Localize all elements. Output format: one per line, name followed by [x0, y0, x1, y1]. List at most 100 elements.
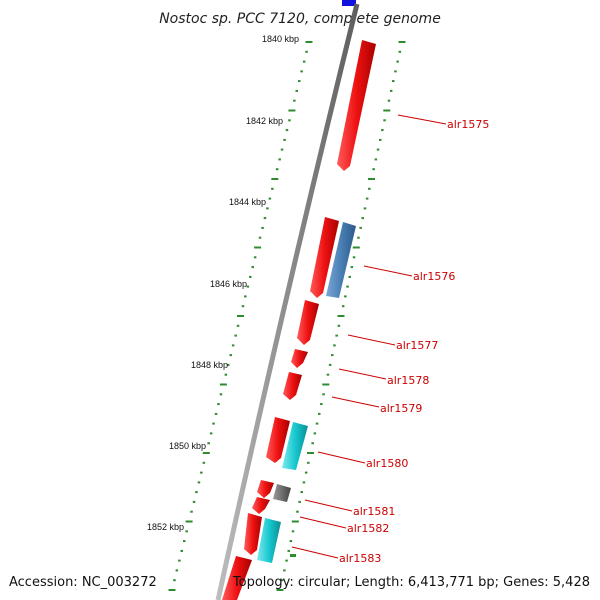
gene-arrow-alr1575[interactable]	[337, 40, 376, 171]
gene-arrow-alr1583-a[interactable]	[244, 513, 262, 555]
scale-minor-tick	[389, 89, 393, 92]
scale-minor-tick	[219, 393, 223, 396]
scale-minor-tick	[359, 226, 362, 229]
scale-minor-tick	[346, 285, 349, 288]
scale-track-left	[168, 41, 313, 591]
scale-minor-tick	[302, 60, 306, 63]
scale-minor-tick	[207, 442, 210, 445]
gene-marker-green	[290, 554, 296, 557]
scale-label-1842: 1842 kbp	[246, 116, 283, 126]
scale-minor-tick	[376, 148, 380, 151]
scale-minor-tick	[200, 471, 203, 474]
scale-minor-tick	[383, 119, 386, 122]
scale-minor-tick	[217, 403, 220, 406]
gene-label-alr1578[interactable]: alr1578	[387, 374, 429, 387]
gene-label-alr1577[interactable]: alr1577	[396, 339, 438, 352]
scale-minor-tick	[322, 393, 325, 396]
gene-label-group: alr1575 alr1576 alr1577 alr1578 alr1579 …	[291, 114, 489, 565]
scale-minor-tick	[224, 373, 228, 376]
gene-arrow-alr1582[interactable]	[252, 497, 270, 514]
scale-label-1846: 1846 kbp	[210, 279, 247, 289]
scale-minor-tick	[300, 70, 303, 73]
scale-minor-tick	[313, 432, 317, 435]
genome-title: Nostoc sp. PCC 7120, complete genome	[159, 11, 441, 27]
scale-minor-tick	[227, 363, 230, 366]
scale-minor-tick	[350, 266, 354, 269]
gene-arrow-alr1580-a[interactable]	[266, 417, 290, 463]
gene-arrow-alr1576-b[interactable]	[326, 222, 356, 298]
scale-minor-tick	[229, 354, 232, 357]
scale-minor-tick	[280, 579, 284, 582]
scale-minor-tick	[326, 373, 330, 376]
scale-minor-tick	[185, 530, 188, 533]
scale-label-1848: 1848 kbp	[191, 360, 228, 370]
top-gene-marker[interactable]	[342, 0, 359, 6]
gene-arrow-alr1579[interactable]	[283, 372, 302, 400]
gene-arrow-alr1581-a[interactable]	[257, 480, 274, 498]
scale-minor-tick	[212, 422, 215, 425]
gene-arrow-alr1583-b[interactable]	[257, 518, 281, 563]
gene-label-alr1581[interactable]: alr1581	[353, 505, 395, 518]
scale-minor-tick	[283, 569, 286, 572]
scale-minor-tick	[337, 324, 341, 327]
scale-minor-tick	[296, 510, 299, 513]
scale-minor-tick	[261, 226, 264, 229]
gene-label-alr1579[interactable]: alr1579	[380, 402, 422, 415]
scale-minor-tick	[202, 461, 206, 464]
scale-minor-tick	[298, 500, 301, 503]
scale-major-tick	[288, 109, 296, 112]
scale-minor-tick	[318, 412, 321, 415]
scale-minor-tick	[175, 569, 179, 572]
scale-major-tick	[219, 383, 227, 386]
genome-backbone	[215, 3, 360, 600]
scale-minor-tick	[381, 129, 384, 132]
gene-label-alr1580[interactable]: alr1580	[366, 457, 408, 470]
scale-minor-tick	[331, 354, 334, 357]
scale-minor-tick	[288, 119, 291, 122]
scale-minor-tick	[372, 168, 375, 171]
scale-major-tick	[237, 315, 244, 317]
gene-arrow-alr1581-b[interactable]	[273, 484, 291, 502]
scale-major-tick	[271, 178, 279, 180]
scale-minor-tick	[251, 266, 254, 269]
scale-minor-tick	[320, 403, 323, 406]
scale-label-1850: 1850 kbp	[169, 441, 206, 451]
scale-minor-tick	[271, 187, 274, 190]
scale-minor-tick	[231, 344, 235, 347]
gene-arrow-alr1578[interactable]	[291, 349, 308, 368]
scale-minor-tick	[305, 50, 308, 53]
scale-minor-tick	[287, 549, 290, 552]
scale-major-tick	[383, 109, 391, 112]
scale-minor-tick	[278, 158, 281, 161]
accession-text: Accession: NC_003272	[9, 575, 157, 590]
scale-minor-tick	[246, 285, 250, 288]
scale-minor-tick	[241, 305, 245, 308]
scale-minor-tick	[214, 412, 218, 415]
scale-minor-tick	[379, 138, 382, 141]
gene-label-alr1575[interactable]: alr1575	[447, 118, 489, 131]
scale-minor-tick	[302, 481, 306, 484]
scale-minor-tick	[195, 491, 198, 494]
scale-track-right	[276, 41, 406, 591]
scale-minor-tick	[298, 80, 301, 83]
gene-arrow-alr1580-b[interactable]	[282, 422, 308, 470]
scale-minor-tick	[333, 344, 336, 347]
scale-minor-tick	[357, 236, 360, 239]
scale-minor-tick	[300, 491, 303, 494]
scale-minor-tick	[341, 305, 345, 308]
scale-minor-tick	[209, 432, 213, 435]
scale-minor-tick	[266, 207, 269, 210]
scale-minor-tick	[258, 236, 262, 239]
scale-minor-tick	[374, 158, 378, 161]
gene-arrow-next[interactable]	[222, 556, 252, 600]
gene-label-alr1582[interactable]: alr1582	[347, 522, 389, 535]
scale-major-tick	[185, 520, 193, 523]
gene-arrow-alr1577[interactable]	[297, 300, 319, 345]
scale-minor-tick	[394, 70, 397, 73]
scale-label-1852: 1852 kbp	[147, 522, 184, 532]
gene-arrow-alr1576-a[interactable]	[310, 217, 339, 298]
gene-label-alr1583[interactable]: alr1583	[339, 552, 381, 565]
scale-minor-tick	[283, 138, 286, 141]
gene-label-alr1576[interactable]: alr1576	[413, 270, 455, 283]
